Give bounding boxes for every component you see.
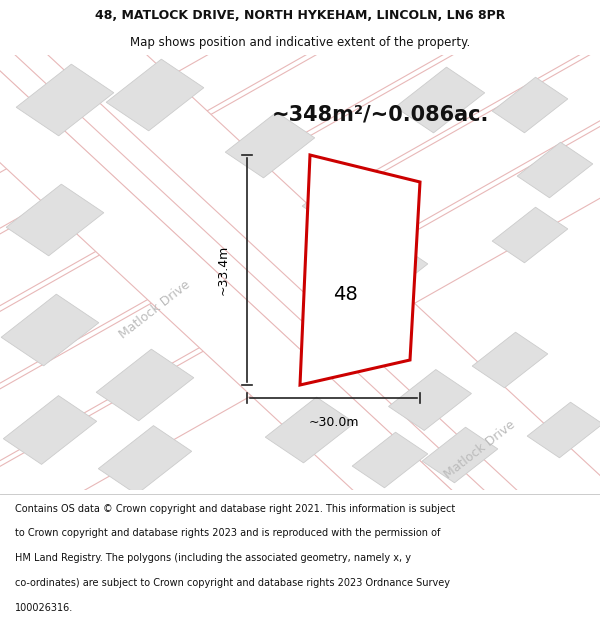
Text: co-ordinates) are subject to Crown copyright and database rights 2023 Ordnance S: co-ordinates) are subject to Crown copyr… (15, 578, 450, 588)
Polygon shape (395, 67, 485, 133)
Polygon shape (1, 294, 99, 366)
Polygon shape (422, 428, 498, 483)
Polygon shape (265, 397, 355, 463)
Polygon shape (492, 208, 568, 262)
Text: Map shows position and indicative extent of the property.: Map shows position and indicative extent… (130, 36, 470, 49)
Text: Contains OS data © Crown copyright and database right 2021. This information is : Contains OS data © Crown copyright and d… (15, 504, 455, 514)
Text: 100026316.: 100026316. (15, 603, 73, 613)
Text: 48, MATLOCK DRIVE, NORTH HYKEHAM, LINCOLN, LN6 8PR: 48, MATLOCK DRIVE, NORTH HYKEHAM, LINCOL… (95, 9, 505, 22)
Text: ~33.4m: ~33.4m (217, 245, 230, 295)
Polygon shape (96, 349, 194, 421)
Text: 48: 48 (332, 286, 358, 304)
Polygon shape (352, 242, 428, 298)
Text: Matlock Drive: Matlock Drive (117, 278, 193, 342)
Polygon shape (492, 78, 568, 132)
Text: ~348m²/~0.086ac.: ~348m²/~0.086ac. (271, 105, 488, 125)
Polygon shape (225, 112, 315, 178)
Text: to Crown copyright and database rights 2023 and is reproduced with the permissio: to Crown copyright and database rights 2… (15, 529, 440, 539)
Polygon shape (352, 432, 428, 488)
Polygon shape (4, 396, 97, 464)
Polygon shape (389, 369, 472, 431)
Text: HM Land Registry. The polygons (including the associated geometry, namely x, y: HM Land Registry. The polygons (includin… (15, 554, 411, 564)
Polygon shape (302, 173, 378, 228)
Polygon shape (300, 155, 420, 385)
Text: ~30.0m: ~30.0m (308, 416, 359, 429)
Polygon shape (527, 402, 600, 458)
Polygon shape (0, 0, 600, 529)
Polygon shape (106, 59, 204, 131)
Polygon shape (472, 332, 548, 388)
Polygon shape (98, 426, 191, 494)
Polygon shape (6, 184, 104, 256)
Polygon shape (16, 64, 114, 136)
Text: Matlock Drive: Matlock Drive (442, 418, 518, 482)
Polygon shape (517, 142, 593, 198)
